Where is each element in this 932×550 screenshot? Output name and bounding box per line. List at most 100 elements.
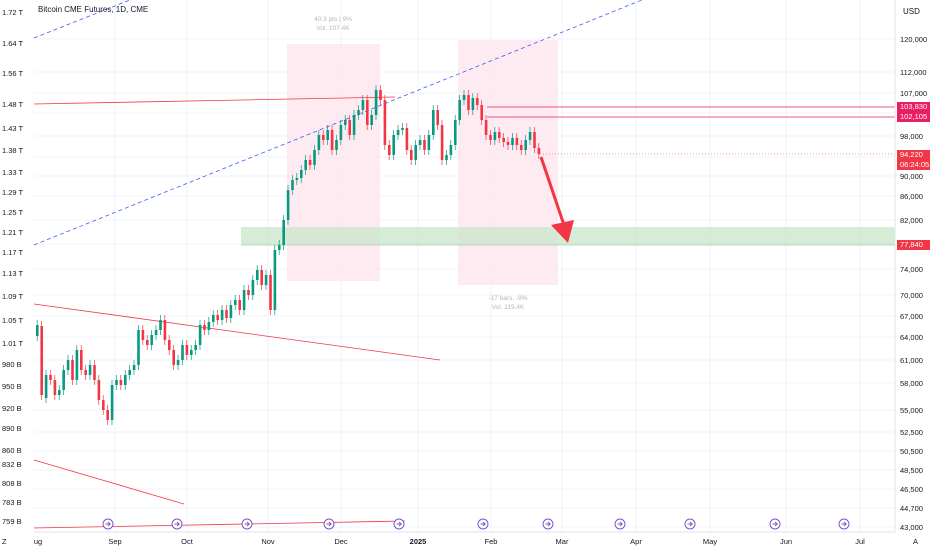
candle-body (128, 370, 131, 375)
range-box-1-label: 40.3 pts | 9% Vol. 107.4K (305, 15, 361, 33)
candle-body (44, 375, 48, 398)
time-scale-tick: 2025 (409, 537, 427, 546)
left-axis-tick: 1.33 T (2, 168, 24, 177)
candle-body (476, 98, 479, 105)
candle-body (308, 160, 312, 165)
range-box-2-label: -17 bars, -9% Vol. 119.4K (479, 294, 537, 312)
time-scale-tick: Jul (855, 537, 865, 546)
falling-line-2 (33, 459, 185, 505)
candle-body (432, 110, 435, 135)
candle-body (348, 120, 351, 135)
auto-scale-button[interactable]: A (913, 537, 919, 546)
candle-body (168, 340, 171, 350)
candle-body (58, 390, 61, 395)
forecast-arrow-shaft (539, 156, 566, 226)
candle-body (414, 145, 417, 160)
candle-body (502, 138, 505, 142)
candle-body (388, 145, 391, 155)
candle-body (36, 325, 39, 336)
time-scale-tick: Mar (555, 537, 569, 546)
target-price-badge: 77,840 (897, 240, 930, 250)
candle-body (264, 275, 268, 285)
price-scale-tick: 46,500 (900, 485, 923, 494)
left-axis-tick: 1.72 T (2, 8, 24, 17)
candle-body (392, 135, 395, 155)
candle-body (163, 320, 167, 340)
candle-body (88, 365, 92, 375)
candle-body (498, 132, 501, 138)
candle-body (229, 305, 233, 318)
price-scale-tick: 67,000 (900, 312, 923, 321)
candle-body (524, 140, 527, 150)
candle-body (515, 138, 519, 145)
candle-body (361, 100, 365, 110)
left-axis-tick: 1.21 T (2, 228, 24, 237)
left-axis-tick: 1.09 T (2, 292, 24, 301)
trend-channel-lower (33, 0, 643, 246)
range-box-2-line1: -17 bars, -9% (488, 295, 528, 302)
candle-body (220, 310, 224, 320)
falling-line-1 (33, 303, 441, 361)
candle-body (198, 325, 202, 345)
candle-body (366, 100, 369, 125)
candle-body (212, 315, 215, 322)
candle-body (352, 115, 356, 135)
left-axis-tick: 783 B (2, 498, 22, 507)
price-scale-tick: 112,000 (900, 68, 927, 77)
candle-body (344, 120, 347, 125)
left-axis-tick: 1.01 T (2, 339, 24, 348)
left-axis-tick: 1.56 T (2, 69, 24, 78)
candle-body (471, 98, 475, 110)
price-badge-lower: 102,105 (897, 112, 930, 122)
candle-body (40, 326, 43, 395)
left-axis-tick: 1.38 T (2, 146, 24, 155)
candle-body (396, 130, 400, 135)
candle-body (242, 290, 246, 310)
last-price-badge: 94,220 (897, 150, 930, 160)
price-scale-tick: 55,000 (900, 406, 923, 415)
time-scale-tick: May (702, 537, 718, 546)
left-axis-tick: 920 B (2, 404, 22, 413)
candle-body (269, 275, 272, 310)
candle-body (427, 135, 431, 150)
left-axis-tick: 860 B (2, 446, 22, 455)
price-scale-tick: 120,000 (900, 35, 928, 44)
bottom-line (33, 520, 406, 529)
candle-body (260, 270, 263, 285)
bar-countdown-badge: 06:24:05 (897, 160, 930, 170)
candle-body (405, 128, 409, 150)
price-scale-tick: 64,000 (900, 333, 923, 342)
candle-body (75, 350, 79, 380)
range-box-2-line2: Vol. 119.4K (491, 304, 525, 311)
candle-body (190, 350, 193, 355)
price-scale-tick: 86,000 (900, 192, 923, 201)
candle-body (66, 360, 70, 370)
event-arrow-icon (772, 521, 778, 527)
corner-left: Z (2, 537, 7, 546)
left-axis-tick: 808 B (2, 479, 22, 488)
price-scale-tick: 43,000 (900, 523, 923, 532)
candle-body (484, 120, 488, 135)
candle-body (203, 325, 206, 330)
candle-body (207, 322, 211, 330)
time-scale-tick: Nov (261, 537, 275, 546)
candle-body (80, 350, 83, 370)
currency-label[interactable]: USD (903, 7, 920, 16)
event-arrow-icon (841, 521, 847, 527)
price-scale-tick: 52,500 (900, 428, 923, 437)
price-scale-tick: 61,000 (900, 356, 923, 365)
candle-body (511, 138, 514, 145)
event-arrow-icon (396, 521, 402, 527)
price-badge-upper: 103,830 (897, 102, 930, 112)
candle-body (304, 160, 307, 170)
candle-body (247, 290, 250, 295)
price-scale-tick: 48,500 (900, 466, 923, 475)
candle-body (454, 120, 457, 145)
candle-body (194, 345, 197, 350)
left-axis-tick: 1.17 T (2, 248, 24, 257)
trend-channel-upper (33, 0, 131, 39)
candle-body (141, 330, 145, 340)
candle-body (322, 135, 325, 140)
